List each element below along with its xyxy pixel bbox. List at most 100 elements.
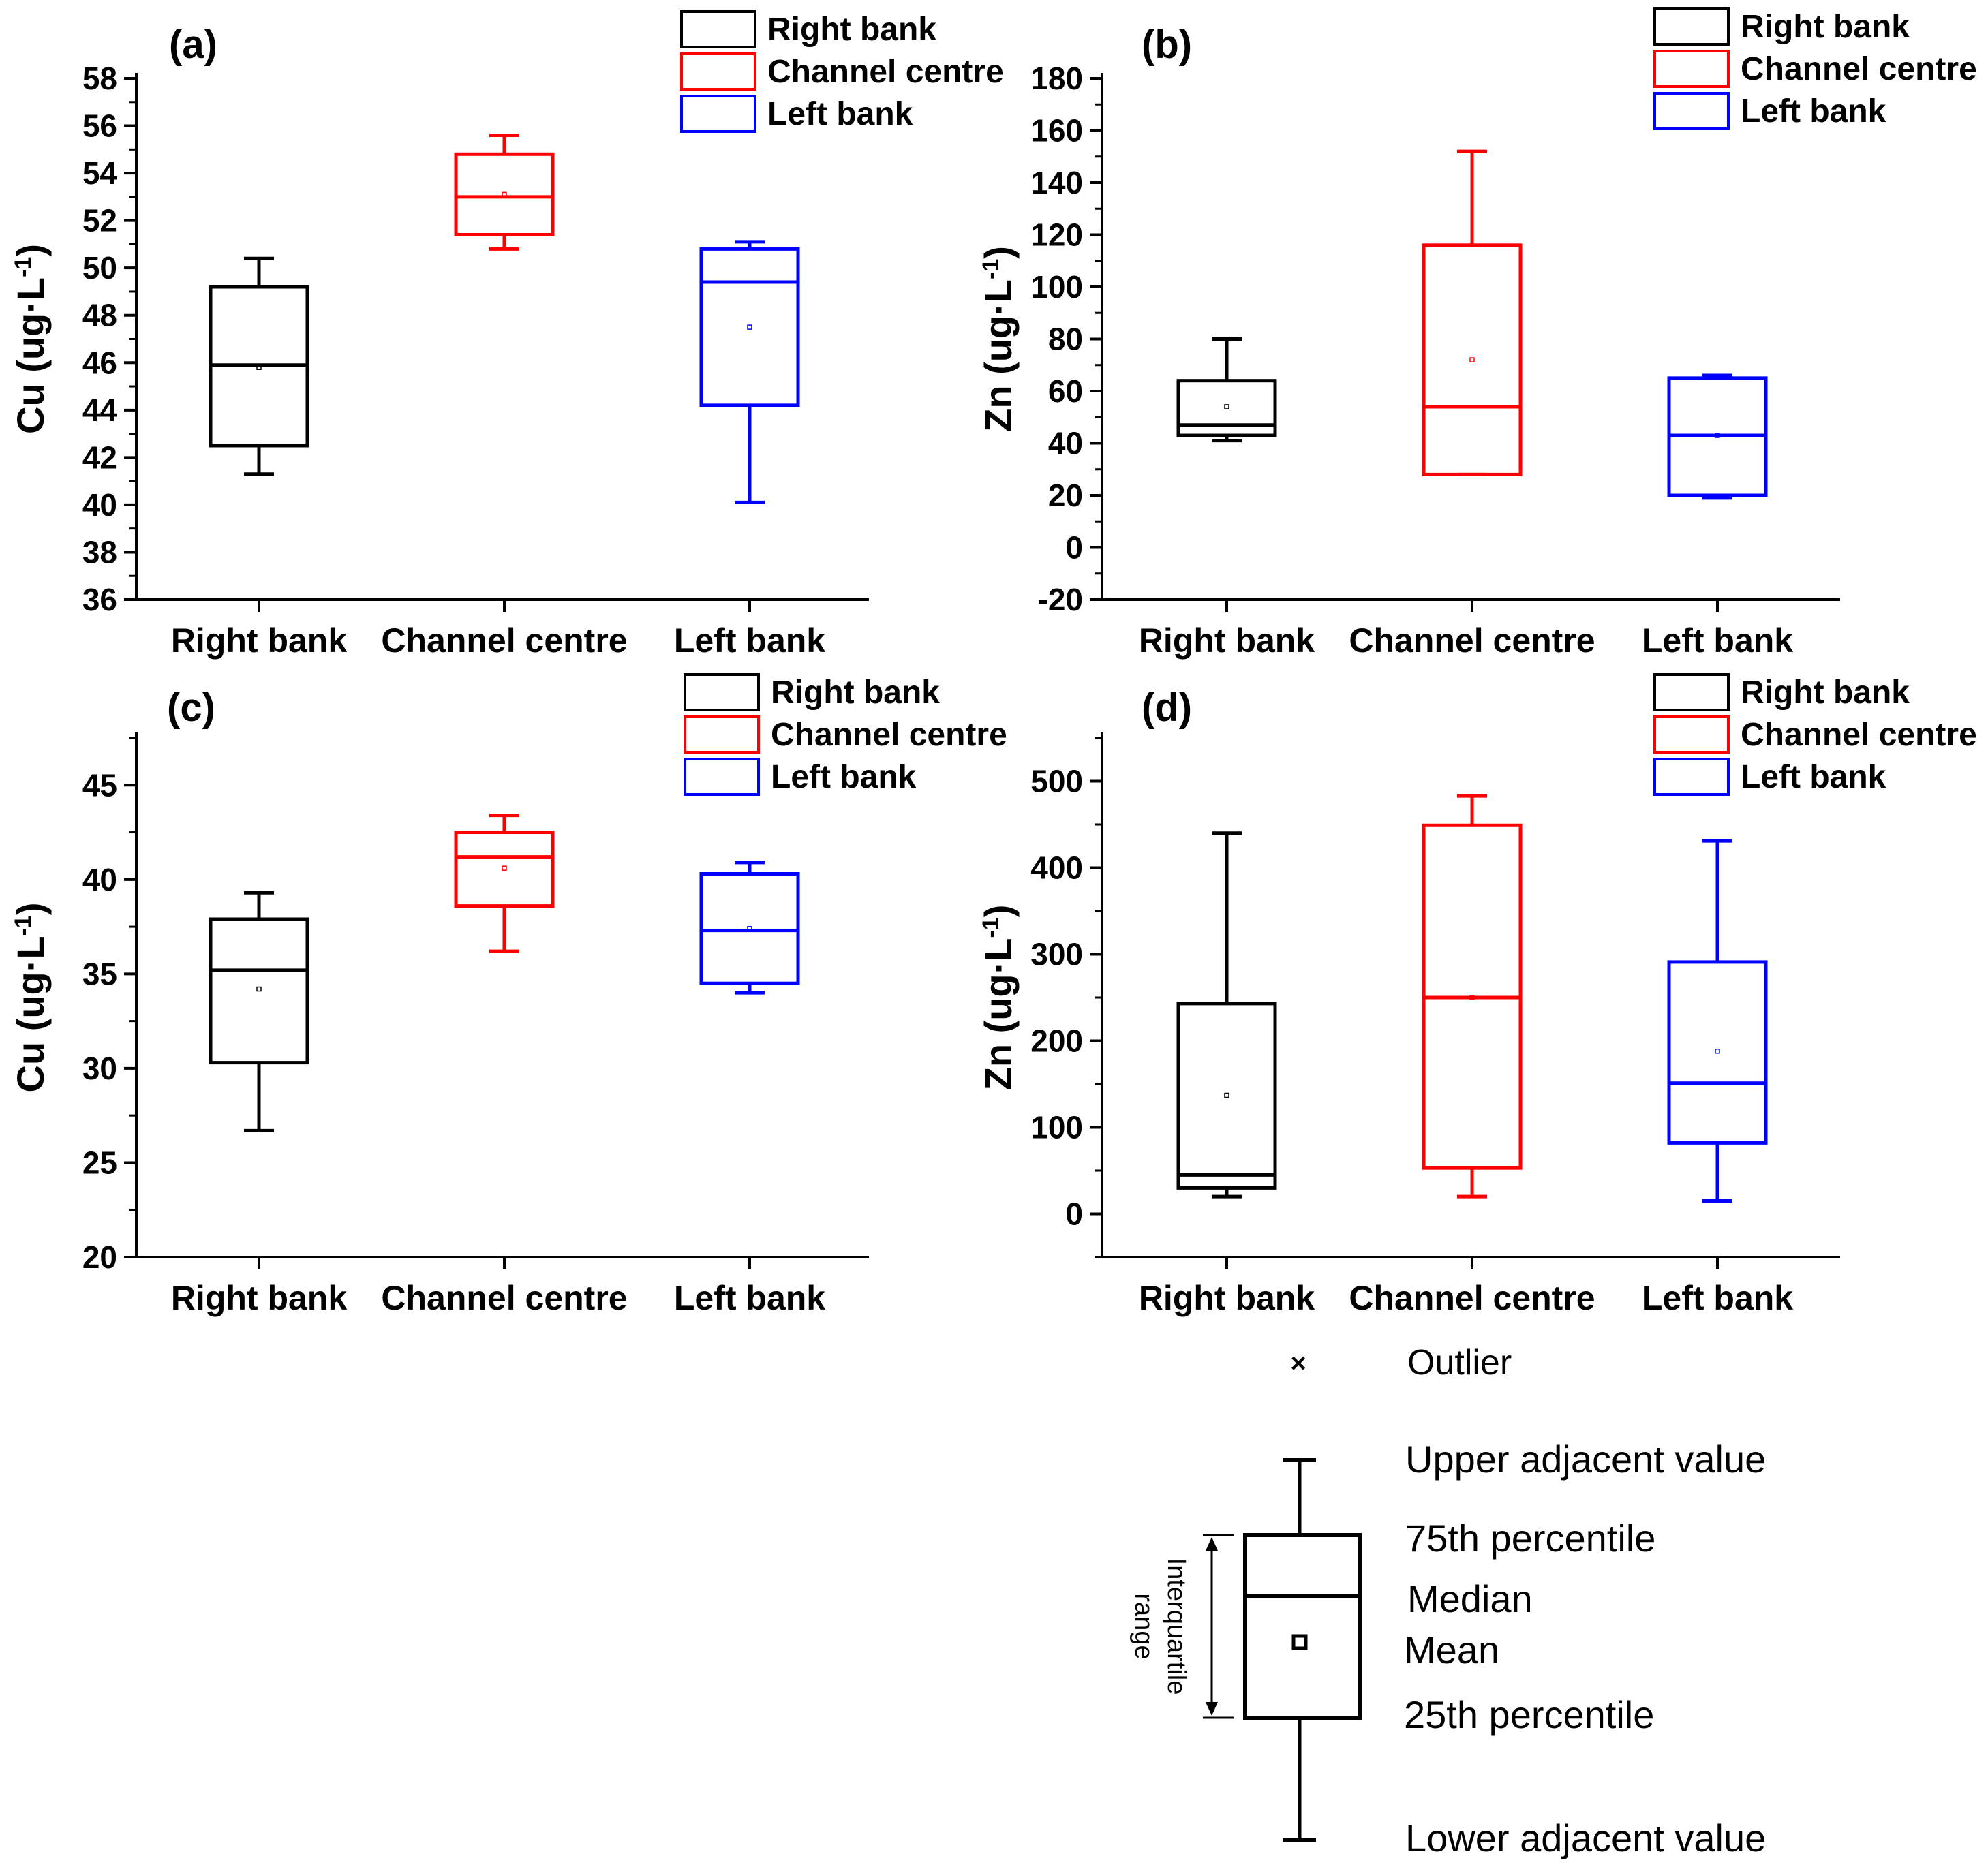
y-tick-label: 46 bbox=[82, 345, 117, 380]
y-tick-label: 42 bbox=[82, 439, 117, 475]
legend-swatch bbox=[1653, 758, 1730, 796]
boxplot-key: × Outlier Interquartile range Upper adja… bbox=[1129, 1343, 1766, 1859]
iqr-box bbox=[454, 152, 555, 236]
iqr-box bbox=[699, 247, 800, 407]
box-channel-centre bbox=[454, 814, 555, 953]
legend-label: Channel centre bbox=[771, 717, 1007, 753]
box-channel-centre bbox=[454, 133, 555, 251]
legend-label: Channel centre bbox=[767, 54, 1004, 90]
key-iqr-label-line1: Interquartile bbox=[1162, 1558, 1191, 1695]
y-tick-label: 140 bbox=[1030, 165, 1083, 200]
box-left-bank bbox=[1667, 373, 1768, 500]
key-p25-label: 25th percentile bbox=[1404, 1693, 1654, 1736]
mean-marker bbox=[1224, 404, 1229, 409]
legend-swatch bbox=[1653, 673, 1730, 711]
y-tick-label: 56 bbox=[82, 108, 117, 144]
legend-label: Left bank bbox=[1741, 759, 1886, 795]
chart-panel-c: 20 25 30 35 40 45 Right bank Channel centre Left… bbox=[9, 673, 1007, 1317]
legend-swatch bbox=[1653, 92, 1730, 130]
key-outlier-label: Outlier bbox=[1407, 1343, 1512, 1382]
legend-label: Channel centre bbox=[1741, 51, 1977, 87]
iqr-box bbox=[454, 831, 555, 908]
y-tick-label: 52 bbox=[82, 203, 117, 238]
y-tick-label: 500 bbox=[1030, 764, 1083, 799]
y-tick-label: -20 bbox=[1038, 582, 1083, 617]
legend-label: Left bank bbox=[1741, 93, 1886, 129]
y-tick-label: 100 bbox=[1030, 1110, 1083, 1145]
x-tick-label: Channel centre bbox=[1349, 621, 1595, 660]
x-tick-label: Right bank bbox=[171, 1279, 348, 1317]
y-axis-label: Zn (ug·L-1) bbox=[977, 246, 1020, 432]
mean-marker bbox=[1469, 995, 1475, 1000]
x-tick-label: Left bank bbox=[1642, 621, 1793, 660]
y-tick-label: 35 bbox=[82, 956, 117, 991]
x-tick-label: Channel centre bbox=[1349, 1279, 1595, 1317]
key-lower-adjacent-label: Lower adjacent value bbox=[1405, 1816, 1766, 1859]
mean-marker bbox=[1469, 357, 1475, 362]
key-iqr-arrowhead-up bbox=[1206, 1537, 1218, 1551]
y-tick-label: 54 bbox=[82, 155, 118, 191]
y-tick-label: 30 bbox=[82, 1051, 117, 1086]
legend-swatch bbox=[1653, 50, 1730, 88]
key-outlier-symbol: × bbox=[1290, 1348, 1306, 1378]
x-tick-label: Left bank bbox=[674, 1279, 825, 1317]
legend-swatch bbox=[684, 673, 760, 711]
mean-marker bbox=[1224, 1092, 1229, 1098]
mean-marker bbox=[747, 926, 752, 931]
box-right-bank bbox=[209, 891, 309, 1132]
y-tick-label: 60 bbox=[1048, 373, 1083, 409]
y-tick-label: 300 bbox=[1030, 937, 1083, 972]
mean-marker bbox=[1715, 1048, 1720, 1054]
legend-swatch bbox=[680, 52, 756, 91]
y-tick-label: 50 bbox=[82, 250, 117, 285]
chart-panel-b: -20 0 20 40 60 80 100 120 140 160 180 Right bank Cha… bbox=[977, 7, 1977, 660]
box-left-bank bbox=[1667, 839, 1768, 1203]
chart-panel-a: 36 38 40 42 44 46 48 50 52 54 56 58 Right bank Channe… bbox=[9, 10, 1004, 660]
key-iqr-arrowhead-down bbox=[1206, 1702, 1218, 1716]
box-left-bank bbox=[699, 861, 800, 995]
box-right-bank bbox=[1176, 337, 1277, 443]
y-tick-label: 400 bbox=[1030, 850, 1083, 886]
mean-marker bbox=[256, 986, 262, 992]
iqr-box bbox=[699, 872, 800, 985]
box-channel-centre bbox=[1422, 149, 1523, 476]
legend-label: Left bank bbox=[771, 759, 917, 795]
iqr-box bbox=[1176, 379, 1277, 437]
y-tick-label: 120 bbox=[1030, 217, 1083, 253]
y-tick-label: 20 bbox=[1048, 478, 1083, 513]
y-tick-label: 48 bbox=[82, 298, 117, 333]
legend-label: Right bank bbox=[1741, 9, 1910, 45]
key-mean-label: Mean bbox=[1404, 1628, 1499, 1671]
mean-marker bbox=[1715, 433, 1720, 438]
legend-swatch bbox=[1653, 715, 1730, 754]
box-right-bank bbox=[1176, 831, 1277, 1199]
legend-label: Channel centre bbox=[1741, 717, 1977, 753]
y-tick-label: 38 bbox=[82, 534, 117, 570]
y-tick-label: 80 bbox=[1048, 322, 1083, 357]
iqr-box bbox=[1667, 960, 1768, 1145]
legend-label: Right bank bbox=[1741, 675, 1910, 711]
x-tick-label: Left bank bbox=[1642, 1279, 1793, 1317]
y-tick-label: 40 bbox=[1048, 426, 1083, 461]
y-tick-label: 0 bbox=[1065, 530, 1083, 566]
chart-panel-d: 0 100 200 300 400 500 Right bank Channel centre… bbox=[977, 673, 1977, 1317]
y-tick-label: 40 bbox=[82, 862, 117, 897]
legend-swatch bbox=[1653, 7, 1730, 46]
y-tick-label: 40 bbox=[82, 487, 117, 523]
y-tick-label: 0 bbox=[1065, 1196, 1083, 1232]
mean-marker bbox=[747, 324, 752, 330]
legend-label: Left bank bbox=[767, 96, 913, 132]
mean-marker bbox=[502, 865, 507, 871]
panel-title: (b) bbox=[1142, 22, 1192, 67]
x-tick-label: Right bank bbox=[1139, 1279, 1315, 1317]
key-p75-label: 75th percentile bbox=[1405, 1517, 1655, 1560]
y-axis-label: Cu (ug·L-1) bbox=[9, 902, 52, 1092]
legend-swatch bbox=[680, 10, 756, 48]
box-left-bank bbox=[699, 240, 800, 504]
x-tick-label: Channel centre bbox=[381, 1279, 627, 1317]
x-tick-label: Left bank bbox=[674, 621, 825, 660]
panel-title: (d) bbox=[1142, 685, 1192, 730]
legend-label: Right bank bbox=[767, 12, 936, 48]
key-iqr-label-line2: range bbox=[1129, 1593, 1158, 1659]
